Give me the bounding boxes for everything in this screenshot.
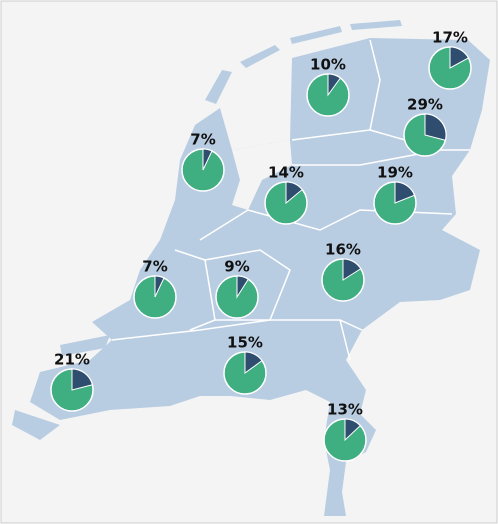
pie-slice	[154, 275, 165, 298]
value-label: 29%	[407, 96, 443, 114]
pie-slice	[344, 418, 362, 442]
value-label: 17%	[432, 29, 468, 47]
ijsselmeer	[232, 140, 292, 210]
pie-slice	[71, 368, 93, 391]
value-label: 10%	[310, 56, 346, 74]
pie-slice	[342, 258, 362, 281]
pie-slice	[424, 113, 447, 141]
pie-slice	[285, 181, 303, 205]
pie-slice	[394, 181, 416, 204]
value-label: 21%	[54, 351, 90, 369]
value-label: 16%	[325, 241, 361, 259]
value-label: 14%	[268, 164, 304, 182]
value-label: 13%	[327, 401, 363, 419]
value-label: 19%	[377, 164, 413, 182]
zeeland-islands	[12, 335, 110, 440]
pie-slice	[202, 148, 213, 171]
wadden-islands	[205, 20, 402, 104]
pies: 10% 17% 29% 7% 14% 19% 16% 7% 9% 21% 15% 13%	[50, 29, 472, 462]
value-label: 9%	[224, 258, 249, 276]
value-label: 7%	[142, 258, 167, 276]
pie-slice	[244, 351, 263, 374]
pie-slice	[327, 73, 342, 97]
value-label: 15%	[227, 334, 263, 352]
country	[30, 38, 490, 516]
pie-slice	[449, 46, 470, 69]
value-label: 7%	[190, 131, 215, 149]
land	[12, 20, 490, 516]
pie-slice	[236, 275, 249, 299]
